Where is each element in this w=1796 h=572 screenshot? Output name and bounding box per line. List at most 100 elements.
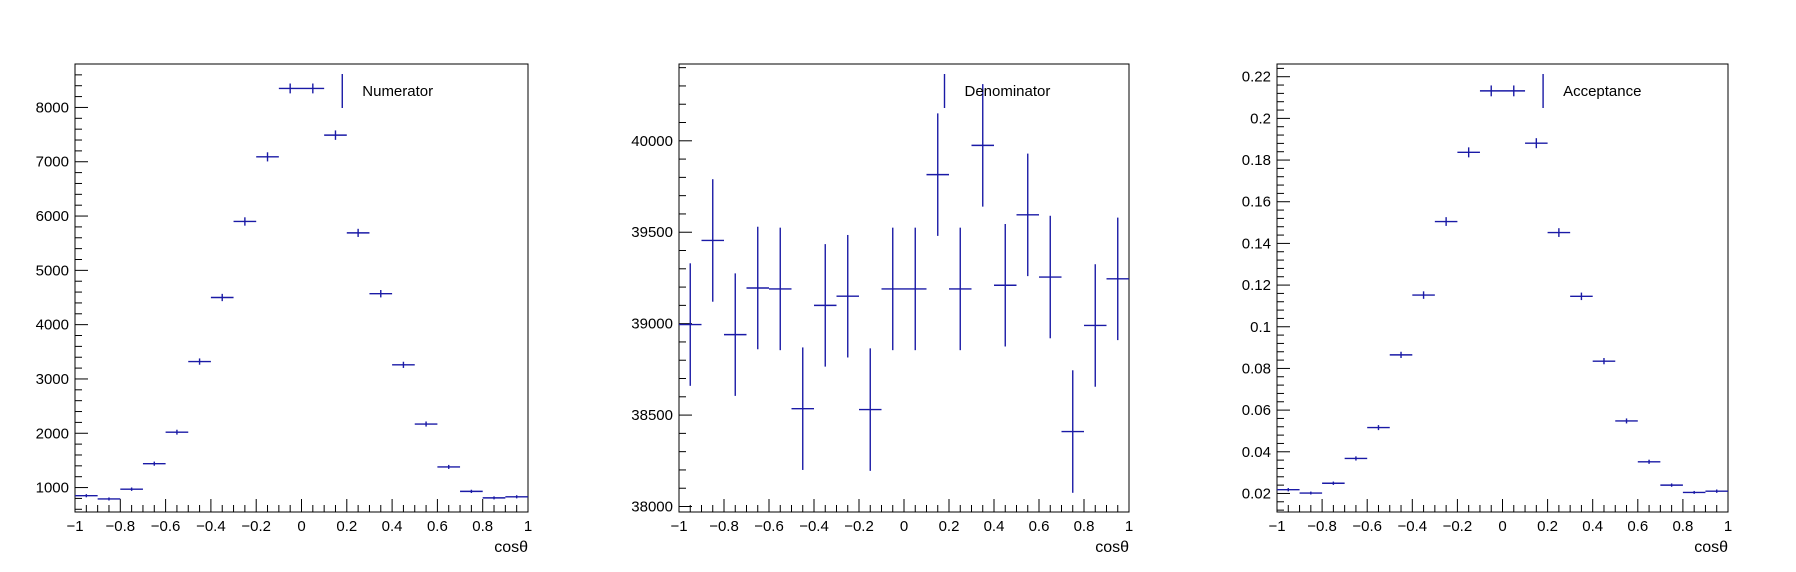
data-point — [1434, 217, 1458, 226]
y-tick-label: 39000 — [631, 316, 673, 333]
x-axis-title: cosθ — [494, 539, 528, 556]
data-point — [392, 361, 415, 368]
x-axis-title: cosθ — [1095, 539, 1129, 556]
data-point — [1592, 358, 1616, 365]
panel-1: −1 −0.8 −0.6 −0.4 −0.2 0 0.2 0.4 0.6 0.8 1 1000 2000… — [36, 63, 532, 556]
data-point — [482, 496, 506, 500]
data-point — [1322, 481, 1345, 485]
data-point — [1016, 153, 1039, 277]
data-point — [859, 348, 882, 471]
data-point — [1389, 351, 1413, 359]
data-point — [1705, 489, 1728, 493]
data-point — [1299, 491, 1323, 495]
data-point — [1525, 138, 1548, 149]
data-point — [505, 495, 528, 499]
y-tick-label: 40000 — [631, 133, 673, 150]
data-point — [1106, 217, 1129, 341]
x-tick-label: 0.2 — [336, 518, 357, 535]
data-point — [769, 227, 792, 351]
x-tick-label: −0.8 — [1307, 518, 1337, 535]
data-point — [188, 358, 211, 365]
x-tick-label: 0.4 — [984, 518, 1005, 535]
data-point — [926, 113, 949, 236]
x-tick-label: 1 — [1125, 518, 1133, 535]
y-tick-label: 1000 — [36, 480, 69, 497]
data-point — [210, 293, 234, 302]
data-point — [75, 494, 98, 498]
x-tick-label: 0.6 — [1029, 518, 1050, 535]
x-tick-label: 0 — [900, 518, 908, 535]
x-tick-label: 0.4 — [382, 518, 403, 535]
x-tick-label: 0.6 — [1627, 518, 1648, 535]
y-tick-label: 0.22 — [1242, 69, 1271, 86]
data-point — [1412, 291, 1435, 299]
data-point — [1344, 456, 1368, 461]
data-point — [994, 224, 1017, 347]
data-point — [746, 226, 769, 350]
x-axis-title: cosθ — [1694, 539, 1728, 556]
y-tick-label: 0.2 — [1250, 110, 1271, 127]
x-tick-label: −0.2 — [1443, 518, 1473, 535]
panel-3: −1 −0.8 −0.6 −0.4 −0.2 0 0.2 0.4 0.6 0.8 1 0.02 0.04… — [1242, 63, 1732, 556]
y-tick-label: 3000 — [36, 371, 69, 388]
data-point — [1479, 85, 1503, 97]
y-tick-label: 7000 — [36, 154, 69, 171]
data-point — [836, 234, 859, 358]
data-point — [142, 461, 166, 466]
y-tick-label: 0.16 — [1242, 194, 1271, 211]
data-point — [256, 152, 279, 162]
x-tick-label: 0 — [297, 518, 305, 535]
x-tick-label: 0 — [1498, 518, 1506, 535]
x-tick-label: −0.6 — [1352, 518, 1382, 535]
legend: Numerator — [341, 74, 433, 108]
data-point — [278, 83, 302, 94]
data-point — [1682, 490, 1706, 494]
data-point — [414, 421, 438, 427]
x-tick-label: 1 — [1724, 518, 1732, 535]
data-point — [701, 179, 724, 302]
data-point — [120, 487, 143, 491]
data-point — [1615, 418, 1638, 424]
x-tick-label: 0.8 — [1074, 518, 1095, 535]
x-tick-label: −0.6 — [754, 518, 784, 535]
x-tick-label: 0.2 — [939, 518, 960, 535]
x-tick-label: 0.2 — [1537, 518, 1558, 535]
data-point — [1637, 459, 1661, 464]
data-point — [165, 429, 189, 435]
y-tick-label: 4000 — [36, 317, 69, 334]
data-point — [1547, 228, 1571, 237]
data-point — [971, 84, 994, 207]
x-tick-label: −1 — [66, 518, 83, 535]
legend-label: Acceptance — [1563, 83, 1641, 100]
x-tick-label: −0.4 — [196, 518, 226, 535]
legend: Denominator — [943, 74, 1051, 108]
legend: Acceptance — [1542, 74, 1641, 108]
data-point — [1061, 370, 1084, 493]
y-tick-label: 5000 — [36, 262, 69, 279]
data-point — [679, 263, 702, 386]
data-point — [1039, 215, 1062, 339]
data-point — [233, 217, 257, 226]
y-tick-label: 8000 — [36, 99, 69, 116]
data-point — [1570, 292, 1593, 301]
data-point — [1502, 85, 1526, 97]
data-point — [460, 489, 483, 493]
x-tick-label: −0.8 — [709, 518, 739, 535]
y-tick-label: 0.08 — [1242, 360, 1271, 377]
data-point — [346, 228, 370, 237]
x-tick-label: 0.6 — [427, 518, 448, 535]
x-tick-label: 0.8 — [1672, 518, 1693, 535]
x-tick-label: −0.4 — [799, 518, 829, 535]
data-point — [949, 227, 972, 351]
y-tick-label: 2000 — [36, 425, 69, 442]
data-point — [1277, 488, 1300, 492]
y-tick-label: 0.02 — [1242, 485, 1271, 502]
data-point — [814, 244, 837, 367]
data-point — [97, 497, 121, 501]
legend-label: Denominator — [965, 83, 1051, 100]
data-point — [437, 464, 461, 469]
y-tick-label: 0.18 — [1242, 152, 1271, 169]
x-tick-label: −0.2 — [844, 518, 874, 535]
data-point — [1367, 425, 1390, 431]
y-tick-label: 0.04 — [1242, 444, 1271, 461]
